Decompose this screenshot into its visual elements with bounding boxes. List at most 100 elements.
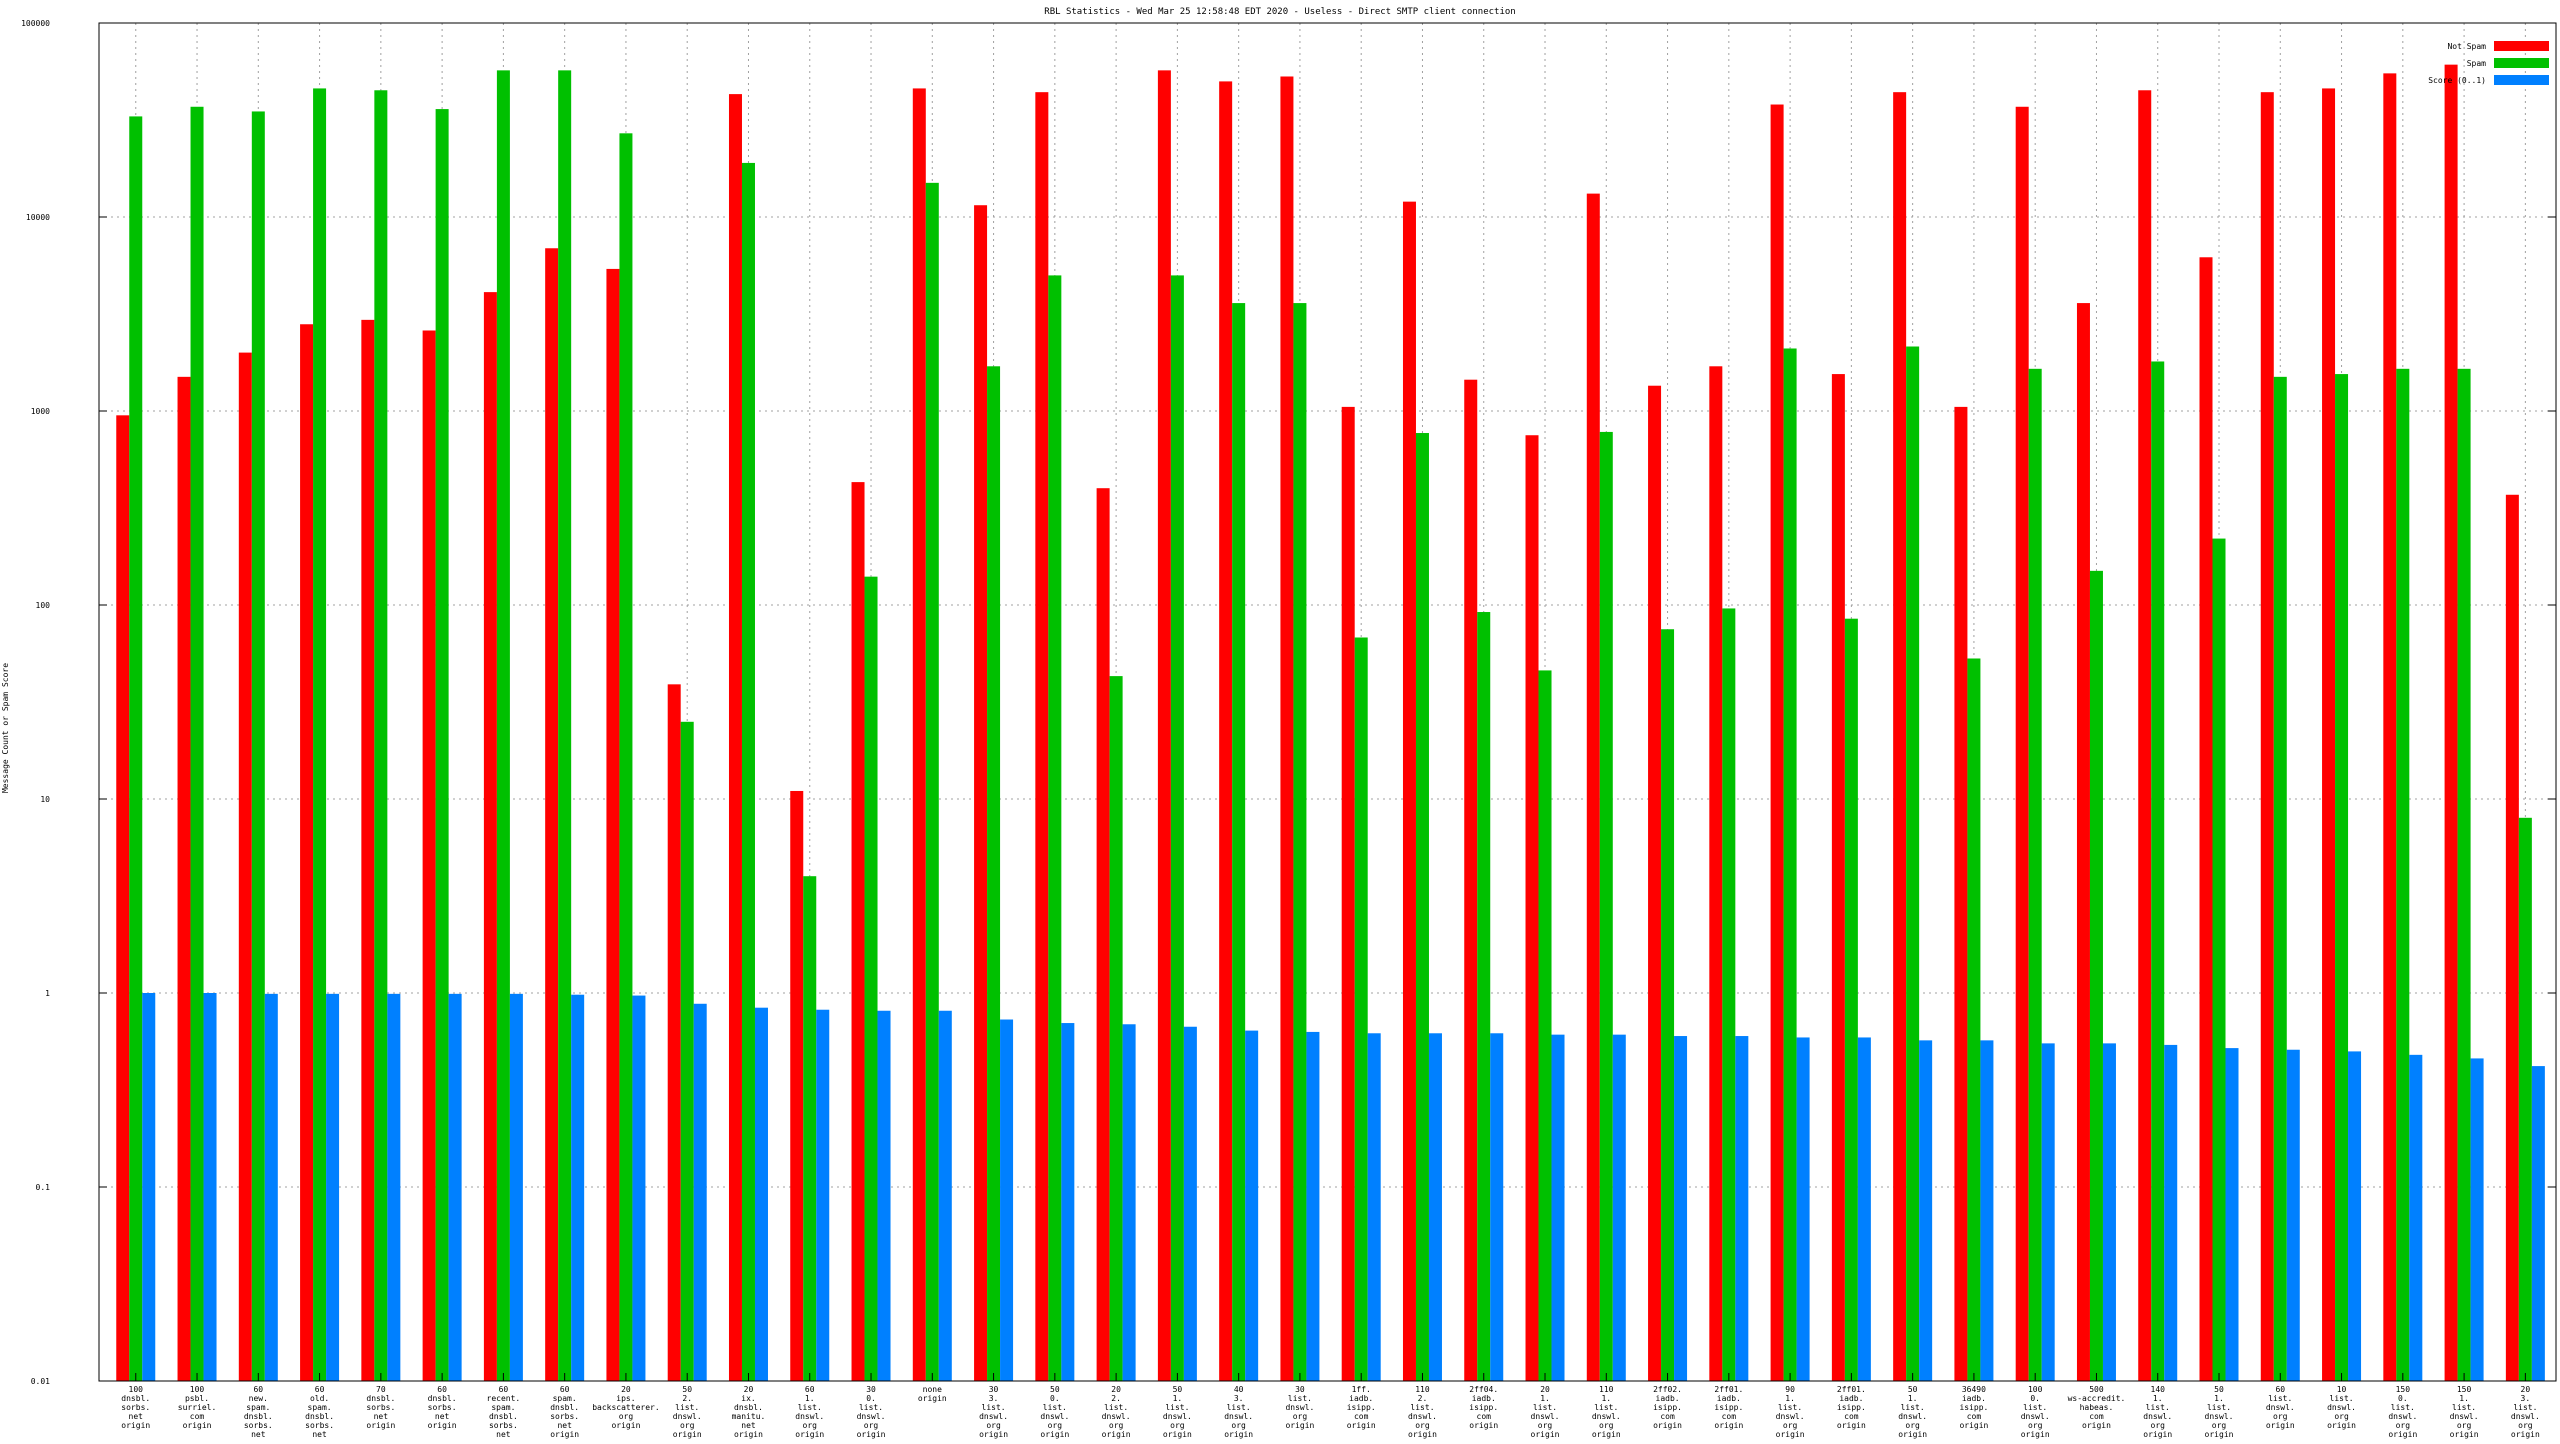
- x-tick-label-line: dnswl.: [2205, 1412, 2234, 1421]
- bar-spam: [1415, 433, 1429, 1381]
- y-tick-label: 1000: [31, 407, 50, 416]
- bar-score: [326, 993, 340, 1381]
- bar-score: [1919, 1040, 1933, 1381]
- x-tick-label: 50 0. list. dnswl. org origin: [1040, 1385, 1069, 1439]
- x-tick-label-line: surriel.: [178, 1403, 217, 1412]
- x-tick-label-line: habeas.: [2080, 1403, 2114, 1412]
- bar-score: [2531, 1066, 2545, 1381]
- bar-not-spam: [1402, 201, 1416, 1382]
- x-tick-label-line: 1.: [2153, 1394, 2163, 1403]
- x-tick-label: 50 1. list. dnswl. org origin: [1163, 1385, 1192, 1439]
- x-tick-label-line: sorbs.: [428, 1403, 457, 1412]
- bar-score: [1122, 1024, 1136, 1381]
- bar-not-spam: [1157, 70, 1171, 1382]
- bar-spam: [129, 116, 143, 1381]
- x-tick-label-line: org: [1415, 1421, 1430, 1430]
- x-tick-label-line: 60: [805, 1385, 815, 1394]
- x-tick-label-line: list.: [2513, 1403, 2537, 1412]
- x-tick-label: 50 1. list. dnswl. org origin: [1898, 1385, 1927, 1439]
- bar-score: [2409, 1054, 2423, 1381]
- x-tick-label-line: 60: [2275, 1385, 2285, 1394]
- x-tick-label-line: 150: [2457, 1385, 2472, 1394]
- bar-spam: [190, 106, 204, 1381]
- x-tick-label-line: dnswl.: [857, 1412, 886, 1421]
- x-tick-label-line: list.: [2330, 1394, 2354, 1403]
- x-tick-label-line: org: [1293, 1412, 1308, 1421]
- bar-not-spam: [1831, 374, 1845, 1381]
- bar-not-spam: [2260, 92, 2274, 1382]
- x-tick-label: 1ff. iadb. isipp. com origin: [1347, 1385, 1376, 1430]
- x-tick-label-line: iadb.: [1962, 1394, 1986, 1403]
- bar-not-spam: [1586, 193, 1600, 1382]
- legend-swatch: [2494, 58, 2549, 68]
- bar-spam: [1170, 275, 1184, 1382]
- x-tick-label-line: 2ff04.: [1469, 1385, 1498, 1394]
- bar-spam: [1109, 676, 1123, 1381]
- x-tick-label-line: 30: [989, 1385, 999, 1394]
- x-tick-label-line: dnswl.: [1040, 1412, 1069, 1421]
- x-tick-label-line: origin: [1285, 1421, 1314, 1430]
- x-tick-label-line: com: [1722, 1412, 1737, 1421]
- bar-score: [1796, 1037, 1810, 1381]
- legend: Not Spam Spam Score (0..1): [2428, 41, 2549, 85]
- bar-score: [2225, 1048, 2239, 1381]
- x-tick-label-line: spam.: [553, 1394, 577, 1403]
- y-tick-label: 100: [36, 601, 51, 610]
- x-tick-label-line: 1.: [1908, 1394, 1918, 1403]
- x-tick-label-line: net: [496, 1430, 511, 1439]
- x-tick-label-line: 500: [2089, 1385, 2104, 1394]
- x-tick-label: 20 1. list. dnswl. org origin: [1531, 1385, 1560, 1439]
- x-tick-label-line: list.: [2268, 1394, 2292, 1403]
- x-tick-label: 2ff01. iadb. isipp. com origin: [1714, 1385, 1743, 1430]
- x-tick-label-line: 100: [190, 1385, 205, 1394]
- x-tick-label-line: spam.: [308, 1403, 332, 1412]
- bar-spam: [741, 162, 755, 1382]
- x-tick-label-line: old.: [310, 1394, 329, 1403]
- x-tick-label-line: com: [1967, 1412, 1982, 1421]
- x-tick-label-line: dnswl.: [1163, 1412, 1192, 1421]
- x-tick-label-line: list.: [798, 1403, 822, 1412]
- x-tick-label-line: org: [1231, 1421, 1246, 1430]
- x-tick-label-line: org: [2028, 1421, 2043, 1430]
- bar-spam: [496, 70, 510, 1382]
- bar-score: [1428, 1033, 1442, 1381]
- x-tick-label-line: ix.: [741, 1394, 755, 1403]
- x-tick-label-line: dnsbl.: [550, 1403, 579, 1412]
- x-tick-label-line: origin: [1653, 1421, 1682, 1430]
- x-tick-label-line: origin: [183, 1421, 212, 1430]
- x-tick-label-line: 1.: [1173, 1394, 1183, 1403]
- x-tick-label-line: 20: [1540, 1385, 1550, 1394]
- bar-score: [2286, 1049, 2300, 1381]
- x-tick-label-line: 40: [1234, 1385, 1244, 1394]
- bar-spam: [2273, 376, 2287, 1382]
- bar-score: [2164, 1044, 2178, 1381]
- x-tick-label-line: org: [986, 1421, 1001, 1430]
- bar-score: [571, 994, 585, 1381]
- x-tick-label-line: dnswl.: [2511, 1412, 2540, 1421]
- bar-score: [816, 1009, 830, 1381]
- x-tick-label-line: list.: [1227, 1403, 1251, 1412]
- x-tick-label: 20 3. list. dnswl. org origin: [2511, 1385, 2540, 1439]
- x-tick-label-line: dnswl.: [2327, 1403, 2356, 1412]
- bar-score: [2041, 1043, 2055, 1381]
- bar-score: [1245, 1030, 1259, 1381]
- x-tick-label-line: 1.: [2214, 1394, 2224, 1403]
- legend-label: Spam: [2467, 59, 2486, 68]
- bar-not-spam: [1954, 406, 1968, 1381]
- x-tick-label-line: list.: [1410, 1403, 1434, 1412]
- x-tick-label-line: origin: [1837, 1421, 1866, 1430]
- bar-score: [142, 993, 156, 1381]
- x-tick-label-line: dnsbl.: [366, 1394, 395, 1403]
- bar-not-spam: [2015, 106, 2029, 1381]
- x-tick-label-line: spam.: [246, 1403, 270, 1412]
- bar-not-spam: [1096, 488, 1110, 1382]
- bar-not-spam: [1525, 435, 1539, 1381]
- x-tick-label-line: dnswl.: [2388, 1412, 2417, 1421]
- x-tick-label-line: dnswl.: [2450, 1412, 2479, 1421]
- bar-spam: [619, 133, 633, 1381]
- bar-not-spam: [1770, 104, 1784, 1382]
- bar-not-spam: [2322, 88, 2336, 1382]
- bar-spam: [1783, 348, 1797, 1381]
